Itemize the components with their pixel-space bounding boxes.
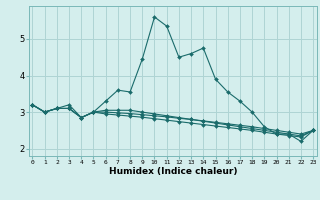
X-axis label: Humidex (Indice chaleur): Humidex (Indice chaleur) xyxy=(108,167,237,176)
